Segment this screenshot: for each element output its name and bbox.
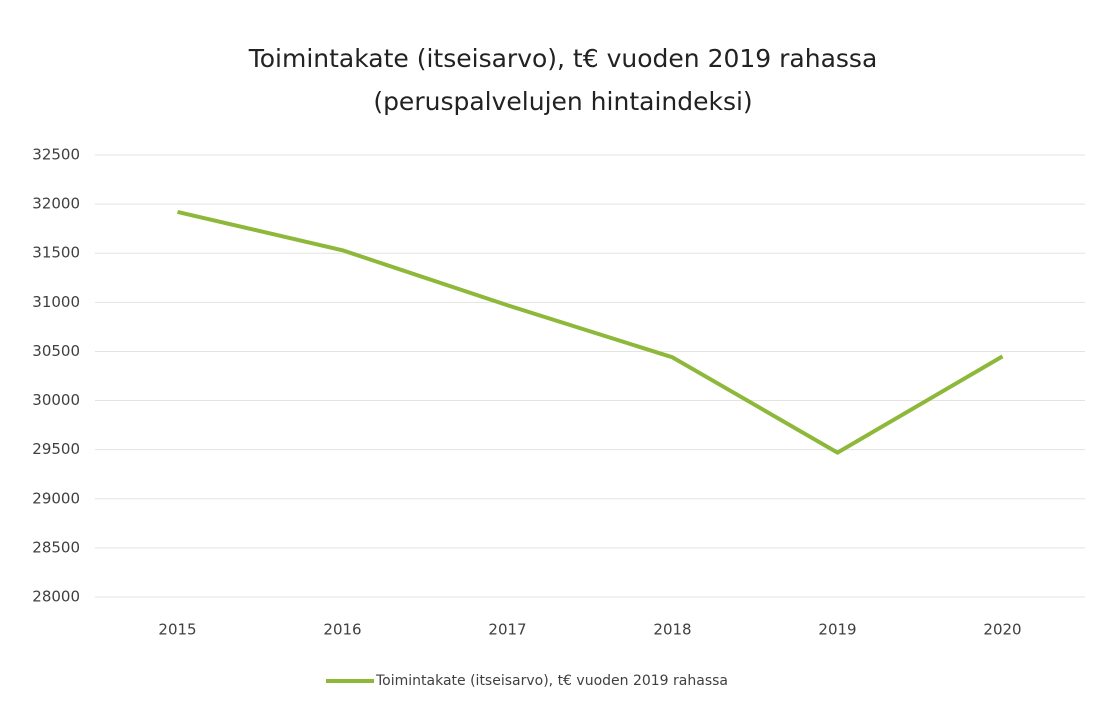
y-tick-label: 31000	[32, 293, 80, 311]
y-tick-label: 28500	[32, 538, 80, 556]
y-tick-label: 29500	[32, 440, 80, 458]
x-tick-label: 2018	[653, 621, 691, 639]
x-tick-label: 2020	[983, 621, 1021, 639]
y-tick-label: 28000	[32, 588, 80, 606]
y-tick-label: 32000	[32, 195, 80, 213]
y-tick-label: 29000	[32, 489, 80, 507]
x-tick-label: 2019	[818, 621, 856, 639]
x-tick-label: 2016	[323, 621, 361, 639]
legend-label: Toimintakate (itseisarvo), t€ vuoden 201…	[375, 673, 728, 689]
chart-subtitle: (peruspalvelujen hintaindeksi)	[373, 87, 752, 116]
y-tick-label: 30000	[32, 391, 80, 409]
y-tick-label: 31500	[32, 244, 80, 262]
chart-title: Toimintakate (itseisarvo), t€ vuoden 201…	[248, 44, 878, 73]
x-tick-label: 2017	[488, 621, 526, 639]
x-tick-label: 2015	[158, 621, 196, 639]
y-tick-label: 30500	[32, 342, 80, 360]
y-tick-label: 32500	[32, 146, 80, 164]
data-line	[177, 210, 1004, 455]
